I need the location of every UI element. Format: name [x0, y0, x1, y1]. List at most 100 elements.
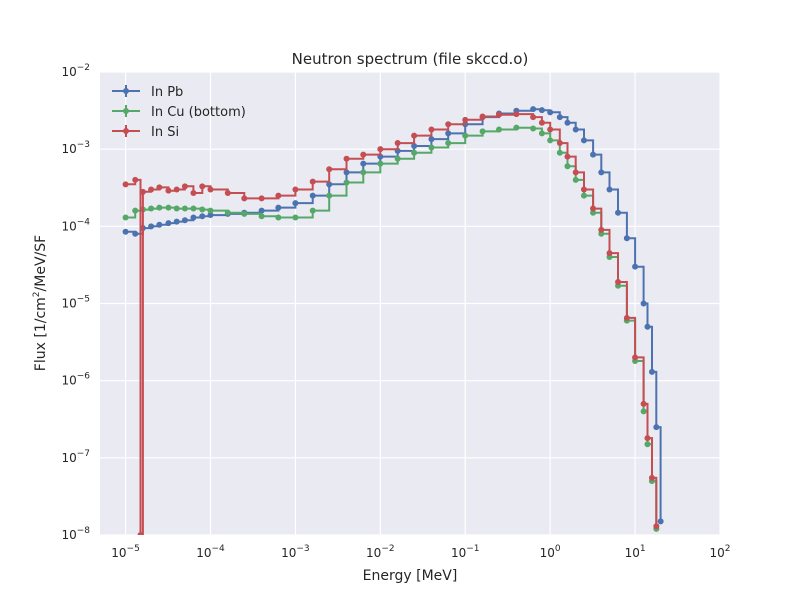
data-point [156, 204, 163, 211]
data-point [173, 205, 180, 212]
data-point [556, 149, 563, 156]
data-point [292, 214, 299, 221]
data-point [165, 220, 172, 227]
data-point [207, 212, 214, 219]
data-point [173, 186, 180, 193]
legend-item: In Si [112, 125, 179, 140]
legend-item: In Pb [112, 85, 183, 100]
data-point [181, 183, 188, 190]
data-point [632, 263, 639, 270]
legend-label: In Si [151, 125, 179, 140]
data-point [479, 113, 486, 120]
data-point [530, 125, 537, 132]
data-point [148, 205, 155, 212]
data-point [394, 140, 401, 147]
data-point [292, 186, 299, 193]
data-point [275, 214, 282, 221]
data-point [411, 149, 418, 156]
y-axis-label: Flux [1/cm2/MeV/SF [32, 235, 49, 371]
data-point [644, 323, 651, 330]
data-point [644, 441, 651, 448]
data-point [572, 169, 579, 176]
data-point [132, 176, 139, 183]
data-point [132, 207, 139, 214]
data-point [564, 163, 571, 170]
data-point [326, 192, 333, 199]
y-tick-label: 10−5 [61, 295, 90, 311]
data-point [411, 142, 418, 149]
x-tick-label: 100 [540, 544, 561, 560]
data-point [598, 226, 605, 233]
chart-title: Neutron spectrum (file skccd.o) [292, 50, 529, 68]
data-point [258, 213, 265, 220]
y-axis-label-superscript: 2 [32, 291, 42, 297]
data-point [653, 523, 660, 530]
y-tick-label: 10−4 [61, 217, 90, 233]
data-point [556, 140, 563, 147]
data-point [377, 146, 384, 153]
data-point [326, 181, 333, 188]
data-point [598, 169, 605, 176]
data-point [122, 214, 129, 221]
x-tick-label: 10−5 [111, 544, 140, 560]
data-point [207, 186, 214, 193]
data-point [148, 186, 155, 193]
data-point [190, 214, 197, 221]
data-point [615, 278, 622, 285]
data-point [496, 111, 503, 118]
data-point [241, 210, 248, 217]
data-point [309, 207, 316, 214]
data-point [148, 223, 155, 230]
series-in-si [122, 111, 660, 535]
data-point [513, 111, 520, 118]
data-point [538, 107, 545, 114]
data-point [224, 190, 231, 197]
data-point [547, 126, 554, 133]
data-point [653, 424, 660, 431]
data-point [640, 400, 647, 407]
data-point [445, 140, 452, 147]
data-point [199, 206, 206, 213]
data-point [428, 126, 435, 133]
data-point [122, 181, 129, 188]
data-point [530, 106, 537, 113]
data-point [411, 132, 418, 139]
data-point [309, 192, 316, 199]
data-point [445, 130, 452, 137]
x-axis-label: Energy [MeV] [363, 568, 458, 584]
data-point [615, 209, 622, 216]
data-point [580, 192, 587, 199]
x-axis-ticks: 10−5 10−4 10−3 10−2 10−1 100 101 102 [111, 544, 730, 560]
data-point [275, 192, 282, 199]
x-tick-label: 102 [709, 544, 730, 560]
data-point [343, 179, 350, 186]
legend-item: In Cu (bottom) [112, 105, 246, 120]
data-point [137, 532, 144, 535]
data-point [590, 205, 597, 212]
data-point [173, 218, 180, 225]
data-point [428, 144, 435, 151]
data-point [156, 221, 163, 228]
data-point [132, 230, 139, 237]
data-point [547, 137, 554, 144]
data-point [462, 132, 469, 139]
data-point [462, 116, 469, 123]
data-point [190, 190, 197, 197]
data-point [538, 130, 545, 137]
data-point [394, 155, 401, 162]
data-point [309, 178, 316, 185]
data-point [496, 126, 503, 133]
data-point [547, 109, 554, 116]
data-point [224, 209, 231, 216]
data-point [343, 169, 350, 176]
data-point [343, 155, 350, 162]
data-point [623, 235, 630, 242]
data-point [513, 124, 520, 131]
y-tick-label: 10−6 [61, 372, 90, 388]
data-point [648, 368, 655, 375]
data-point [199, 213, 206, 220]
y-tick-label: 10−3 [61, 140, 90, 156]
data-point [538, 119, 545, 126]
data-point [564, 153, 571, 160]
